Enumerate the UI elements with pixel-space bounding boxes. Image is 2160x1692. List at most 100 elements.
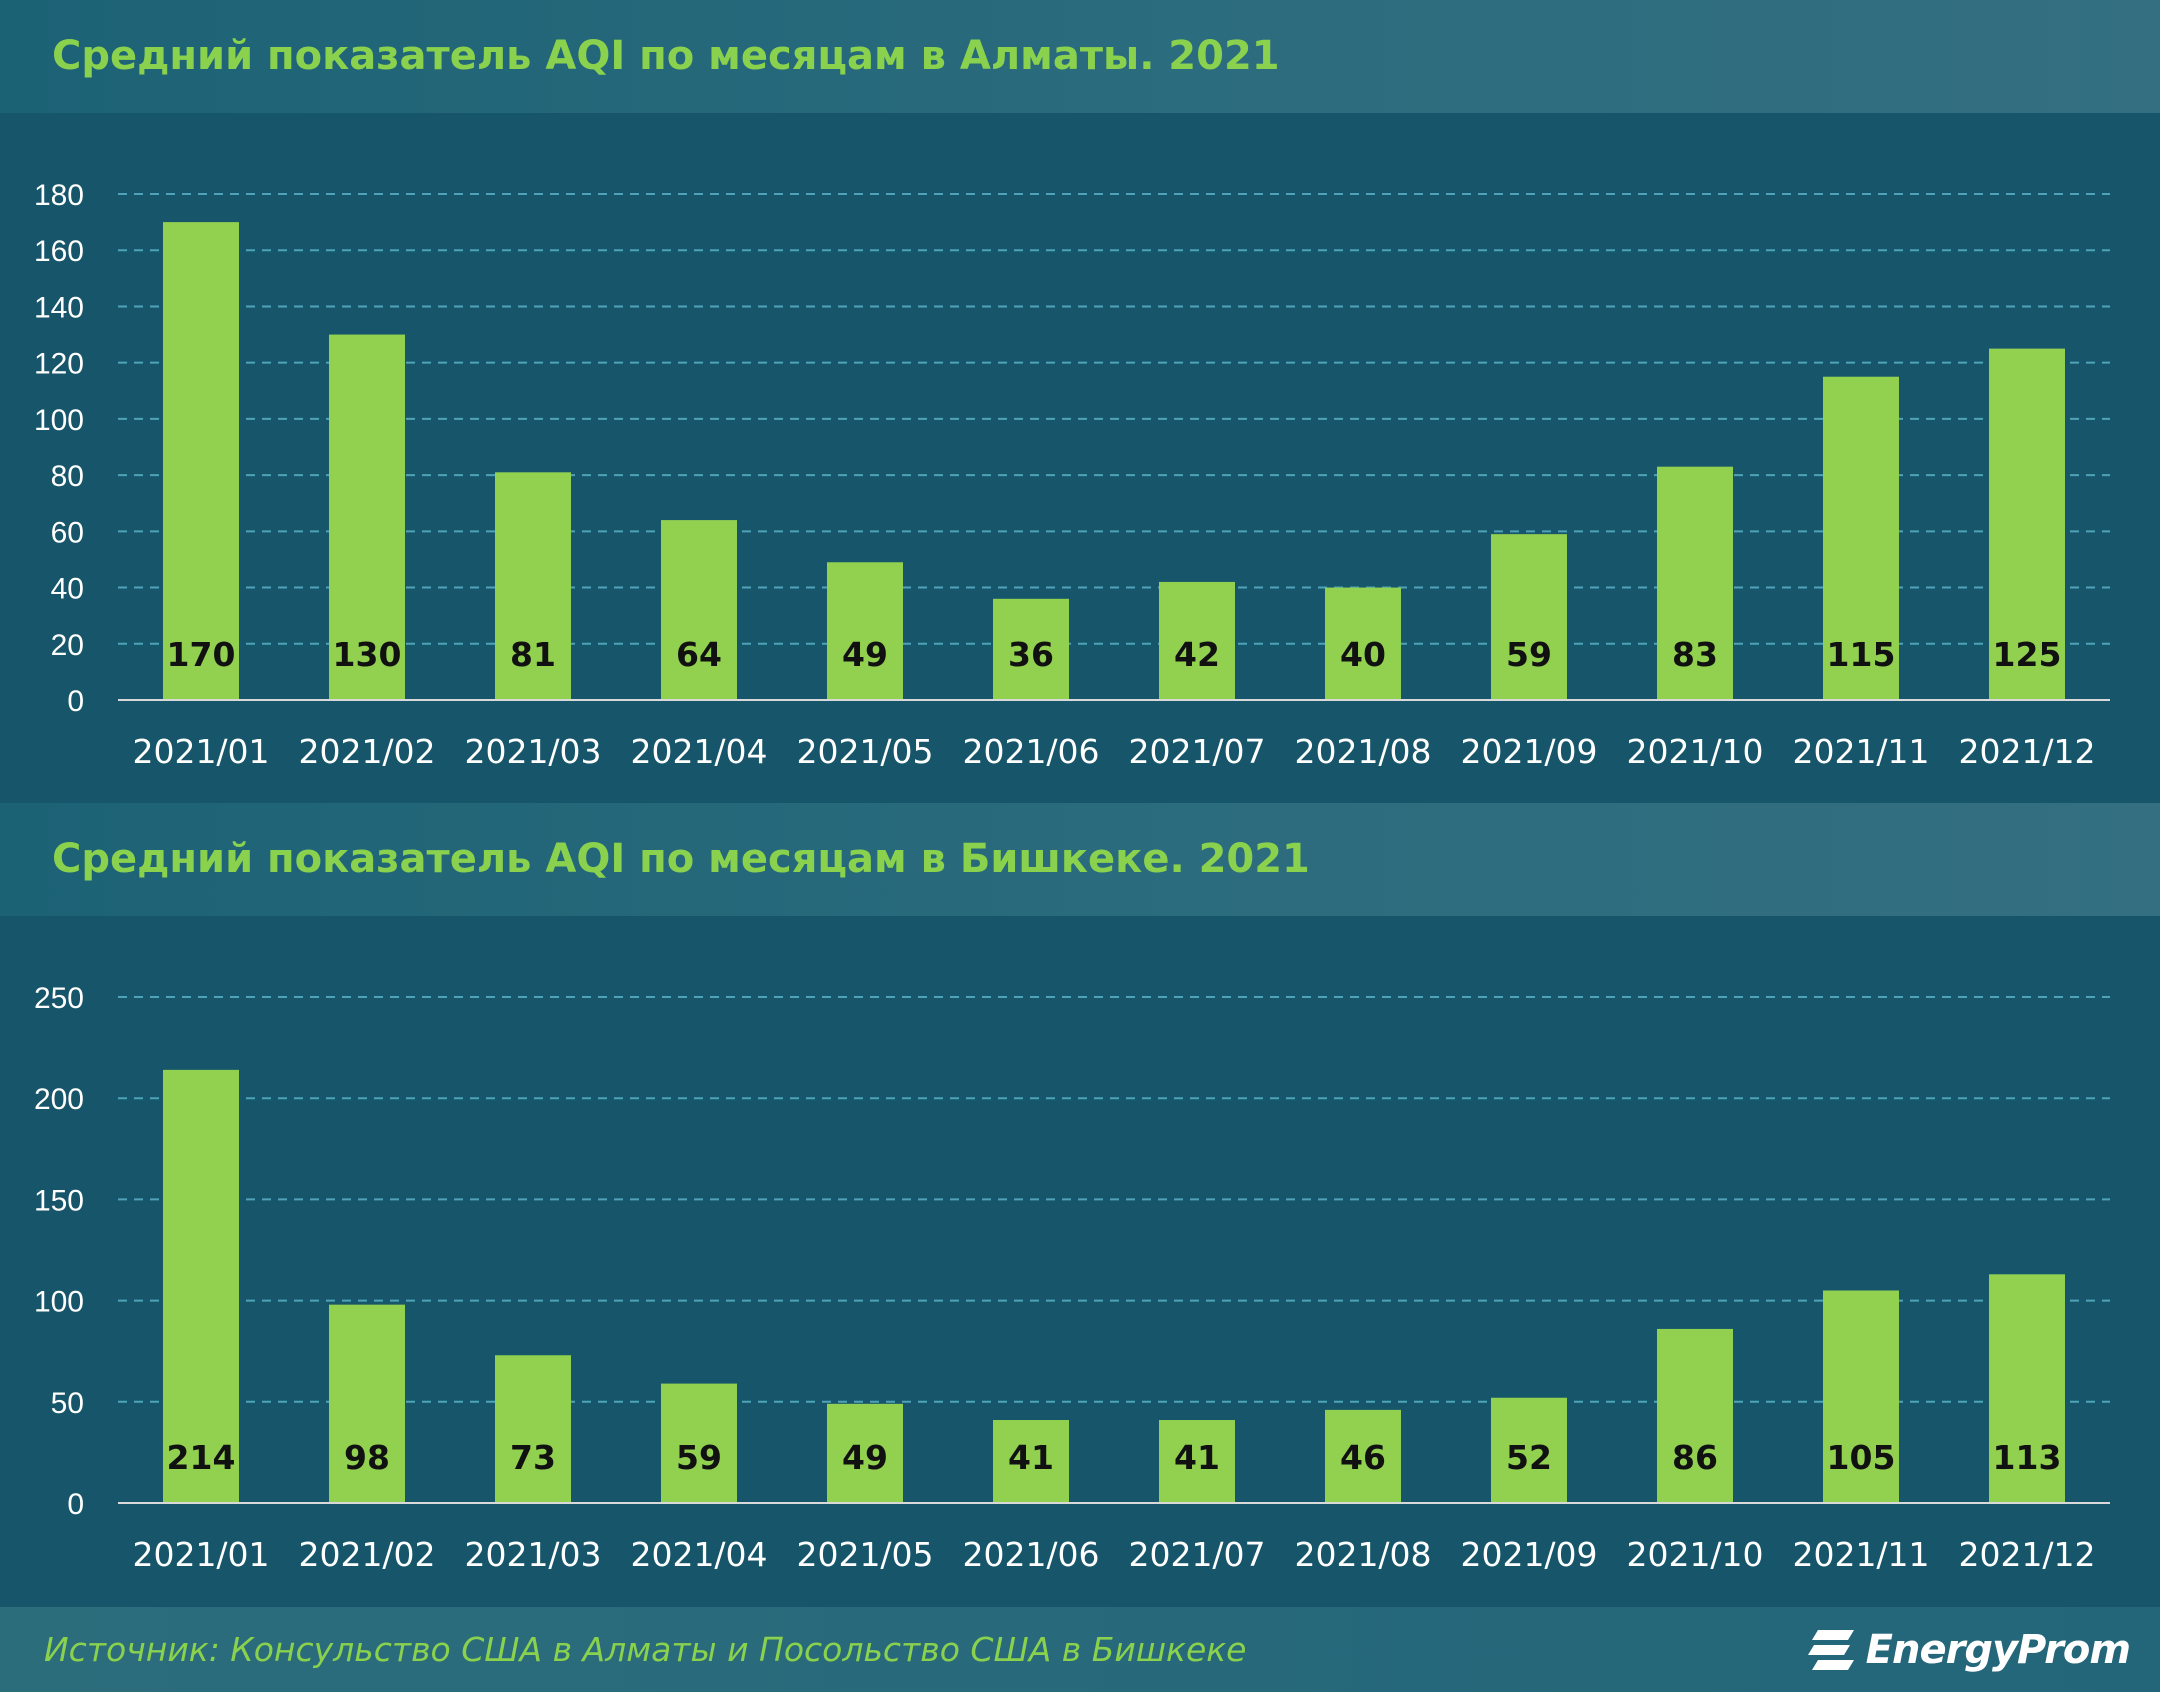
chart-1-bar [827,562,903,700]
chart-1-y-tick-label: 100 [34,404,84,437]
chart-2-x-tick-label: 2021/09 [1460,1535,1597,1574]
chart-1-bar [661,520,737,700]
chart-1-data-label: 36 [1008,635,1054,674]
chart-2-data-label: 214 [167,1438,236,1477]
chart-1-bar [1159,581,1235,700]
chart-1-y-tick-label: 0 [67,685,84,718]
chart-2-bar [1657,1328,1733,1503]
chart-1-y-tick-label: 140 [34,291,84,324]
chart-1-panel: 0 20 40 60 80 100 120 140 160 180 170 2021/01 130 202… [0,113,2160,803]
chart-1-y-tick-label: 120 [34,348,84,381]
chart-2-bar [661,1383,737,1503]
chart-2-x-tick-label: 2021/01 [132,1535,269,1574]
chart-2-y-tick-label: 100 [34,1286,84,1319]
chart-2-bar [1989,1274,2065,1503]
chart-1-data-label: 83 [1672,635,1718,674]
chart-1-x-tick-label: 2021/02 [298,732,435,771]
chart-2-y-tick-label: 0 [67,1488,84,1521]
chart-2-bar [163,1069,239,1503]
chart-1-data-label: 170 [167,635,236,674]
chart-2-bar [495,1355,571,1503]
chart-2-y-tick-label: 50 [51,1387,84,1420]
chart-2-data-label: 73 [510,1438,556,1477]
chart-2-x-tick-label: 2021/03 [464,1535,601,1574]
energyprom-logo: EnergyProm [1804,1621,2131,1679]
chart-2-y-tick-label: 200 [34,1083,84,1116]
chart-2-bar [993,1420,1069,1503]
chart-2-bar [1823,1290,1899,1503]
chart-1-title-band: Средний показатель AQI по месяцам в Алма… [0,0,2160,113]
chart-1-bar [329,334,405,700]
chart-2-y-tick-label: 150 [34,1184,84,1217]
chart-2-title-band: Средний показатель AQI по месяцам в Бишк… [0,803,2160,916]
chart-1-data-label: 130 [333,635,402,674]
chart-1-x-tick-label: 2021/03 [464,732,601,771]
chart-2-data-label: 86 [1672,1438,1718,1477]
chart-1-y-tick-label: 80 [51,460,84,493]
chart-1-y-tick-label: 40 [51,573,84,606]
chart-2-x-tick-label: 2021/11 [1792,1535,1929,1574]
chart-1-y-tick-label: 160 [34,235,84,268]
energyprom-logo-icon [1807,1630,1854,1670]
chart-2-svg: 0 50 100 150 200 250 214 2021/01 98 2021/02 73 2021… [34,982,2110,1574]
chart-1-svg: 0 20 40 60 80 100 120 140 160 180 170 2021/01 130 202… [34,179,2110,771]
chart-1-bar [993,598,1069,700]
chart-1-data-label: 42 [1174,635,1220,674]
chart-2-x-tick-label: 2021/10 [1626,1535,1763,1574]
chart-2-bar [827,1403,903,1503]
chart-2-data-label: 59 [676,1438,722,1477]
chart-1-bar [1325,587,1401,700]
chart-1-bar [1657,466,1733,700]
chart-2-x-tick-label: 2021/08 [1294,1535,1431,1574]
chart-1-y-tick-label: 20 [51,629,84,662]
chart-1-data-label: 64 [676,635,722,674]
chart-1-x-tick-label: 2021/04 [630,732,767,771]
chart-2-data-label: 98 [344,1438,390,1477]
chart-2-data-label: 105 [1827,1438,1896,1477]
chart-1-title: Средний показатель AQI по месяцам в Алма… [52,33,1280,79]
chart-1-data-label: 115 [1827,635,1896,674]
chart-2-data-label: 113 [1993,1438,2062,1477]
chart-2-bar [1491,1397,1567,1503]
chart-1-bar [1823,376,1899,700]
chart-1-x-tick-label: 2021/10 [1626,732,1763,771]
chart-1-x-tick-label: 2021/06 [962,732,1099,771]
chart-2-data-label: 41 [1008,1438,1054,1477]
chart-2-data-label: 46 [1340,1438,1386,1477]
energyprom-logo-text: EnergyProm [1865,1627,2131,1673]
chart-2-x-tick-label: 2021/04 [630,1535,767,1574]
chart-2-data-label: 52 [1506,1438,1552,1477]
chart-1-data-label: 59 [1506,635,1552,674]
chart-1-x-tick-label: 2021/11 [1792,732,1929,771]
chart-1-x-tick-label: 2021/09 [1460,732,1597,771]
chart-1-x-tick-label: 2021/12 [1958,732,2095,771]
chart-2-bar [329,1304,405,1503]
chart-1-y-tick-label: 180 [34,179,84,212]
chart-1-x-tick-label: 2021/07 [1128,732,1265,771]
chart-1-data-label: 40 [1340,635,1386,674]
chart-2-bar [1325,1409,1401,1503]
chart-1-bar [495,472,571,700]
chart-2-panel: 0 50 100 150 200 250 214 2021/01 98 2021/02 73 2021… [0,916,2160,1607]
chart-1-y-tick-label: 60 [51,516,84,549]
chart-2-x-tick-label: 2021/02 [298,1535,435,1574]
footer: Источник: Консульство США в Алматы и Пос… [0,1607,2160,1692]
chart-1-x-tick-label: 2021/08 [1294,732,1431,771]
chart-1-data-label: 49 [842,635,888,674]
chart-2-y-tick-label: 250 [34,982,84,1015]
chart-1-data-label: 125 [1993,635,2062,674]
chart-2-x-tick-label: 2021/06 [962,1535,1099,1574]
chart-2-title: Средний показатель AQI по месяцам в Бишк… [52,836,1310,882]
chart-2-x-tick-label: 2021/07 [1128,1535,1265,1574]
chart-1-x-tick-label: 2021/01 [132,732,269,771]
chart-2-bar [1159,1420,1235,1503]
chart-2-x-tick-label: 2021/12 [1958,1535,2095,1574]
chart-2-data-label: 49 [842,1438,888,1477]
chart-1-bar [163,222,239,700]
source-note: Источник: Консульство США в Алматы и Пос… [44,1630,1247,1669]
chart-2-x-tick-label: 2021/05 [796,1535,933,1574]
chart-1-bar [1491,534,1567,700]
chart-1-data-label: 81 [510,635,556,674]
chart-1-x-tick-label: 2021/05 [796,732,933,771]
